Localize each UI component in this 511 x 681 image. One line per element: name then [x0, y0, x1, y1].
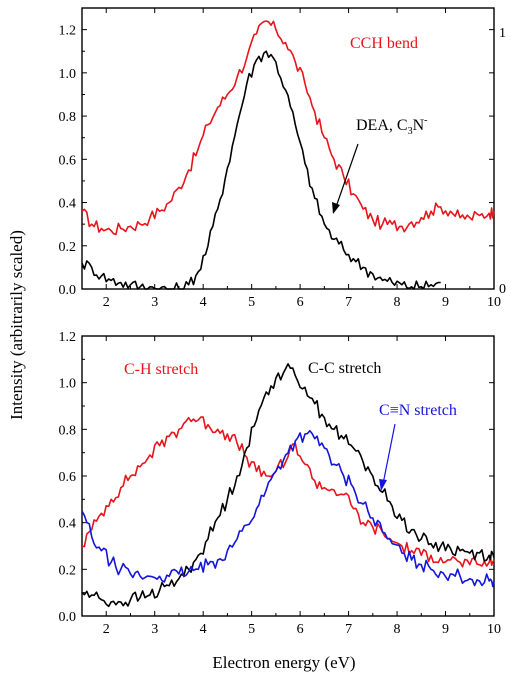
top-y-tick-label: 0.2: [59, 240, 77, 255]
bottom-series-c-c-stretch: [81, 363, 495, 608]
dea-label-prefix: DEA, C: [356, 117, 408, 134]
dea-arrow-line: [335, 143, 359, 208]
top-series-dea-c3n: [81, 50, 441, 290]
top-y-tick-label: 0.6: [59, 153, 77, 168]
bottom-y-tick-label: 0.0: [59, 610, 77, 625]
top-x-tick-label: 10: [487, 295, 501, 310]
bottom-y-tick-label: 0.2: [59, 563, 77, 578]
top-y-tick-label: 0.0: [59, 283, 77, 298]
top-panel: 2 3 4 5 6 7 8 9 10 0.0 0.2 0.4 0.6 0.8 1.0 1.2 0 1 CCH …: [59, 7, 506, 310]
bottom-series-c-n-stretch: [81, 429, 495, 588]
bottom-panel: 2 3 4 5 6 7 8 9 10 0.0 0.2 0.4 0.6 0.8 1.0 1.2 C-H stre…: [59, 330, 502, 637]
bottom-y-tick-label: 0.8: [59, 423, 77, 438]
cn-stretch-label: C≡N stretch: [379, 402, 457, 419]
bottom-plot-frame: [81, 335, 495, 617]
top-x-tick-label: 3: [151, 295, 158, 310]
right-tick-label-0: 0: [499, 282, 506, 297]
top-x-tick-label: 9: [442, 295, 449, 310]
top-y-tick-label: 1.0: [59, 67, 77, 82]
bottom-x-tick-label: 5: [248, 622, 255, 637]
top-y-tick-label: 0.8: [59, 110, 77, 125]
bottom-x-tick-label: 6: [297, 622, 304, 637]
top-y-tick-label: 0.4: [59, 197, 77, 212]
dea-label-sub: 3: [408, 126, 413, 137]
dea-label-sup: -: [424, 115, 427, 126]
bottom-x-tick-label: 10: [487, 622, 501, 637]
cn-arrow-line: [382, 423, 396, 485]
top-x-tick-label: 2: [103, 295, 110, 310]
bottom-y-tick-label: 0.6: [59, 470, 77, 485]
bottom-y-tick-label: 1.2: [59, 330, 77, 345]
top-x-tick-label: 4: [200, 295, 207, 310]
ch-stretch-label: C-H stretch: [124, 361, 198, 378]
top-lines: [81, 20, 495, 290]
top-x-tick-label: 5: [248, 295, 255, 310]
cc-stretch-label: C-C stretch: [308, 360, 381, 377]
dea-c3n-label: DEA, C3N-: [356, 115, 427, 137]
y-axis-title: Intensity (arbitrarily scaled): [7, 230, 26, 420]
top-plot-frame: [81, 7, 495, 290]
bottom-x-tick-label: 8: [394, 622, 401, 637]
right-tick-label-1: 1: [499, 26, 506, 41]
top-x-tick-label: 7: [345, 295, 352, 310]
top-series-cch-bend: [81, 20, 495, 236]
cn-arrow-head: [379, 479, 387, 491]
top-x-tick-label: 6: [297, 295, 304, 310]
bottom-x-tick-label: 2: [103, 622, 110, 637]
x-axis-title: Electron energy (eV): [212, 653, 355, 672]
dea-label-n: N: [413, 117, 425, 134]
bottom-x-tick-label: 9: [442, 622, 449, 637]
bottom-x-tick-label: 7: [345, 622, 352, 637]
top-ticks: 2 3 4 5 6 7 8 9 10 0.0 0.2 0.4 0.6 0.8 1.0 1.2: [59, 7, 501, 310]
bottom-x-tick-label: 3: [151, 622, 158, 637]
bottom-lines: [81, 363, 495, 608]
top-y-tick-label: 1.2: [59, 24, 77, 39]
dea-arrow-head: [332, 202, 340, 214]
bottom-ticks: 2 3 4 5 6 7 8 9 10 0.0 0.2 0.4 0.6 0.8 1.0 1.2: [59, 330, 502, 637]
bottom-y-tick-label: 0.4: [59, 517, 77, 532]
bottom-y-tick-label: 1.0: [59, 377, 77, 392]
bottom-x-tick-label: 4: [200, 622, 207, 637]
top-x-tick-label: 8: [394, 295, 401, 310]
cch-bend-label: CCH bend: [350, 35, 418, 52]
